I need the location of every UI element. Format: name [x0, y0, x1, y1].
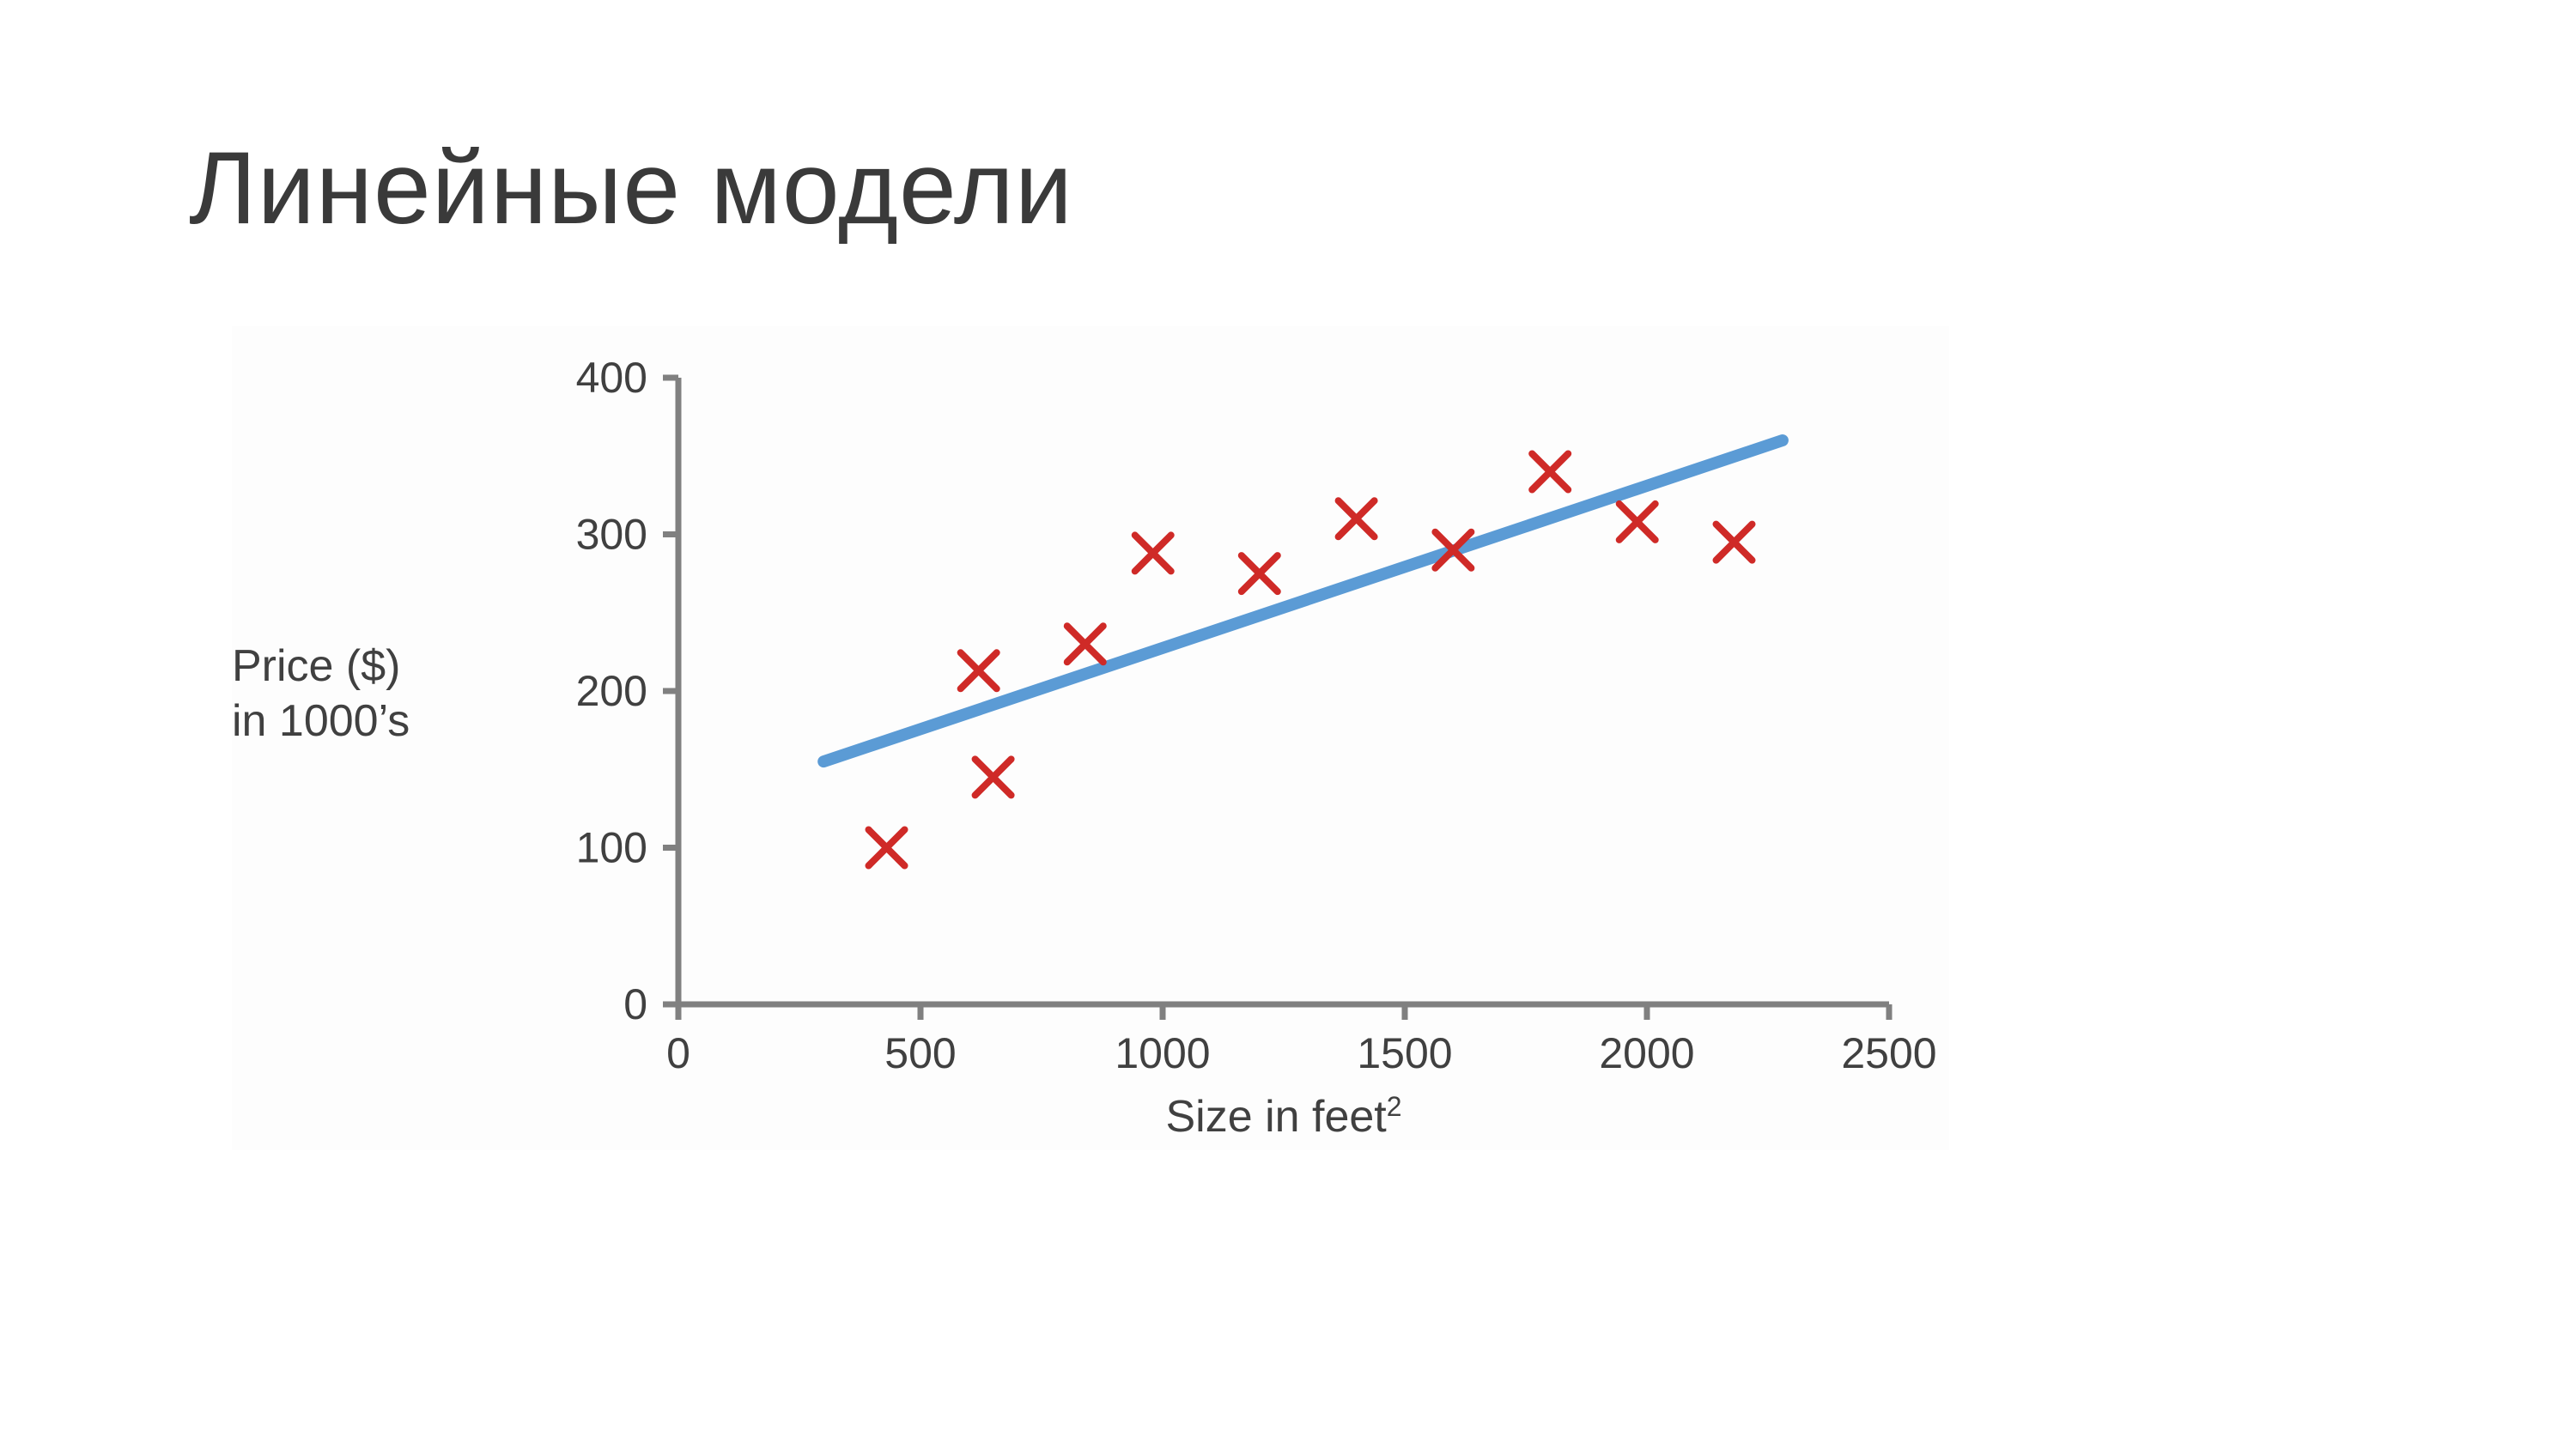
data-point [869, 830, 905, 866]
y-tick-label: 0 [623, 980, 647, 1028]
x-tick-label: 500 [884, 1029, 956, 1077]
y-tick-label: 200 [576, 667, 647, 715]
y-tick-label: 300 [576, 511, 647, 559]
data-point [1067, 626, 1103, 662]
x-tick-label: 2000 [1599, 1029, 1694, 1077]
x-tick-label: 0 [666, 1029, 690, 1077]
data-point [1716, 524, 1753, 561]
y-axis-label-line2: in 1000’s [232, 696, 410, 746]
data-point [1242, 555, 1278, 591]
x-axis-label: Size in feet2 [1165, 1091, 1401, 1142]
y-tick-label: 400 [576, 354, 647, 402]
data-point [961, 652, 997, 688]
slide-title: Линейные модели [189, 129, 1073, 247]
x-tick-label: 1000 [1115, 1029, 1210, 1077]
y-tick-label: 100 [576, 824, 647, 872]
data-point [975, 759, 1012, 795]
slide: Линейные модели 0 500 1000 1500 2000 2500 0 100… [0, 0, 2576, 1449]
data-point [1619, 504, 1656, 540]
chart-container: 0 500 1000 1500 2000 2500 0 100 200 300 400 Size in… [232, 326, 1949, 1150]
x-tick-label: 1500 [1357, 1029, 1452, 1077]
x-tick-label: 2500 [1841, 1029, 1936, 1077]
data-point [1339, 500, 1375, 537]
scatter-chart: 0 500 1000 1500 2000 2500 0 100 200 300 400 Size in… [232, 326, 1949, 1150]
regression-line [823, 440, 1783, 761]
y-axis-label-line1: Price ($) [232, 641, 400, 691]
data-point [1135, 535, 1171, 571]
data-point [1532, 454, 1568, 490]
